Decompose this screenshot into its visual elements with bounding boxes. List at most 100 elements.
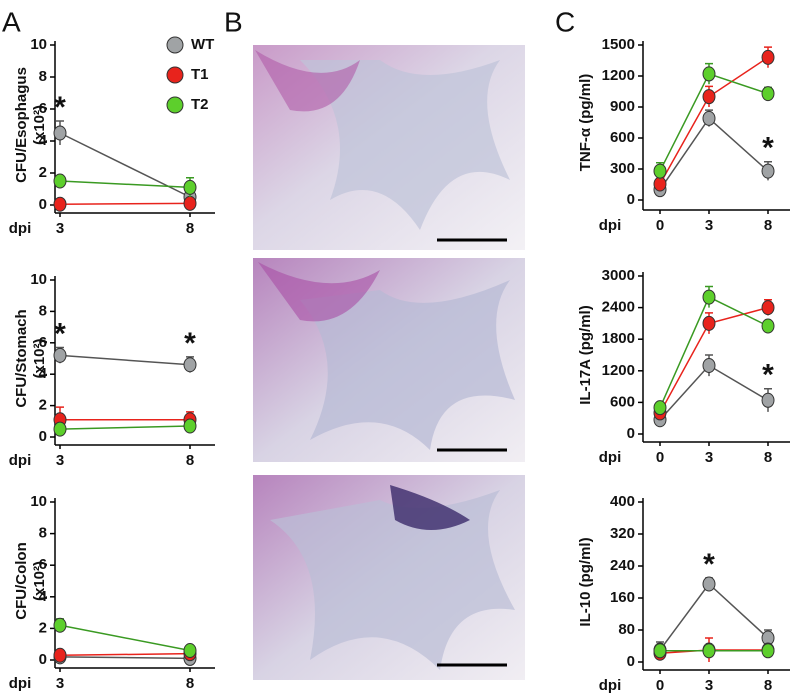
- legend-marker: [166, 36, 184, 54]
- y-tick-label: 600: [610, 129, 635, 146]
- data-point: [702, 66, 716, 82]
- x-tick-label: 3: [56, 675, 64, 692]
- y-tick-label: 900: [610, 98, 635, 115]
- x-axis-label: dpi: [9, 675, 32, 692]
- y-tick-label: 300: [610, 160, 635, 177]
- y-axis-label: IL-17A (pg/ml): [577, 305, 594, 404]
- y-tick-label: 160: [610, 589, 635, 606]
- x-tick-label: 3: [705, 449, 713, 466]
- data-point: [53, 347, 67, 363]
- data-point: [761, 643, 775, 659]
- y-axis-label: (x10²): [31, 105, 48, 145]
- data-point: [183, 195, 197, 211]
- y-axis-label: TNF-α (pg/ml): [577, 74, 594, 172]
- x-tick-label: 0: [656, 217, 664, 234]
- x-axis-label: dpi: [599, 449, 622, 466]
- y-tick-label: 1500: [602, 36, 635, 53]
- y-tick-label: 8: [39, 68, 47, 85]
- data-point: [183, 418, 197, 434]
- tissue: [270, 490, 515, 670]
- x-tick-label: 3: [705, 217, 713, 234]
- y-tick-label: 8: [39, 525, 47, 542]
- x-axis-label: dpi: [599, 677, 622, 694]
- data-point: [653, 163, 667, 179]
- y-tick-label: 6: [39, 334, 47, 351]
- x-tick-label: 8: [186, 452, 194, 469]
- y-tick-label: 0: [627, 191, 635, 208]
- tissue: [255, 50, 360, 112]
- y-tick-label: 400: [610, 493, 635, 510]
- legend-label: T1: [191, 66, 209, 83]
- panel-label: B: [224, 6, 243, 37]
- series-line: [59, 656, 191, 660]
- y-axis-label: CFU/Colon: [13, 542, 30, 619]
- chart: 0 2 4 6 8 10 CFU/Stomach (x10²) dpi 3 8 * *: [9, 271, 215, 469]
- data-point: [653, 400, 667, 416]
- data-point: [702, 89, 716, 105]
- series-line: [59, 425, 191, 430]
- series-line: [59, 202, 191, 205]
- x-axis-label: dpi: [9, 452, 32, 469]
- series-line: [59, 180, 191, 189]
- x-axis-label: dpi: [9, 220, 32, 237]
- annotation: *: [54, 317, 66, 350]
- y-tick-label: 6: [39, 100, 47, 117]
- legend-marker: [166, 96, 184, 114]
- x-tick-label: 3: [56, 220, 64, 237]
- y-axis-label: (x10²): [31, 561, 48, 601]
- legend-label: WT: [191, 36, 214, 53]
- tissue: [258, 262, 380, 322]
- y-tick-label: 4: [39, 365, 48, 382]
- y-tick-label: 2: [39, 619, 47, 636]
- histology-panels: [253, 45, 525, 680]
- tissue: [300, 280, 515, 450]
- data-point: [183, 357, 197, 373]
- chart: 0 600 1200 1800 2400 3000 IL-17A (pg/ml) dpi 0 3 8…: [577, 267, 790, 466]
- series-line: [659, 364, 769, 421]
- y-axis-label: CFU/Esophagus: [13, 67, 30, 183]
- x-tick-label: 8: [764, 217, 772, 234]
- data-point: [183, 179, 197, 195]
- legend-label: T2: [191, 96, 209, 113]
- y-tick-label: 8: [39, 302, 47, 319]
- y-tick-label: 0: [39, 428, 47, 445]
- y-tick-label: 4: [39, 132, 48, 149]
- y-tick-label: 0: [39, 651, 47, 668]
- data-point: [53, 617, 67, 633]
- x-tick-label: 3: [705, 677, 713, 694]
- series-line: [59, 354, 191, 366]
- y-tick-label: 600: [610, 393, 635, 410]
- y-axis-label: (x10²): [31, 338, 48, 378]
- panel-label: A: [2, 6, 21, 37]
- y-tick-label: 4: [39, 588, 48, 605]
- series-line: [59, 624, 191, 652]
- annotation: *: [184, 327, 196, 360]
- data-point: [702, 315, 716, 331]
- y-axis-label: CFU/Stomach: [13, 309, 30, 407]
- legend-marker: [166, 66, 184, 84]
- annotation: *: [762, 359, 774, 392]
- chart: 0 80 160 240 320 400 IL-10 (pg/ml) dpi 0 3 8 *: [577, 493, 790, 694]
- data-point: [53, 196, 67, 212]
- series-line: [659, 582, 769, 651]
- y-tick-label: 2400: [602, 299, 635, 316]
- x-axis-label: dpi: [599, 217, 622, 234]
- data-point: [53, 173, 67, 189]
- y-tick-label: 240: [610, 557, 635, 574]
- y-tick-label: 320: [610, 525, 635, 542]
- chart: 0 2 4 6 8 10 CFU/Colon (x10²) dpi 3 8: [9, 493, 215, 692]
- y-tick-label: 0: [627, 425, 635, 442]
- y-tick-label: 1200: [602, 362, 635, 379]
- data-point: [761, 318, 775, 334]
- data-point: [761, 86, 775, 102]
- y-tick-label: 10: [30, 36, 47, 53]
- data-point: [53, 421, 67, 437]
- y-tick-label: 0: [627, 653, 635, 670]
- data-point: [702, 110, 716, 126]
- panel-label: C: [555, 6, 575, 37]
- annotation: *: [762, 132, 774, 165]
- data-point: [761, 392, 775, 408]
- y-tick-label: 1800: [602, 330, 635, 347]
